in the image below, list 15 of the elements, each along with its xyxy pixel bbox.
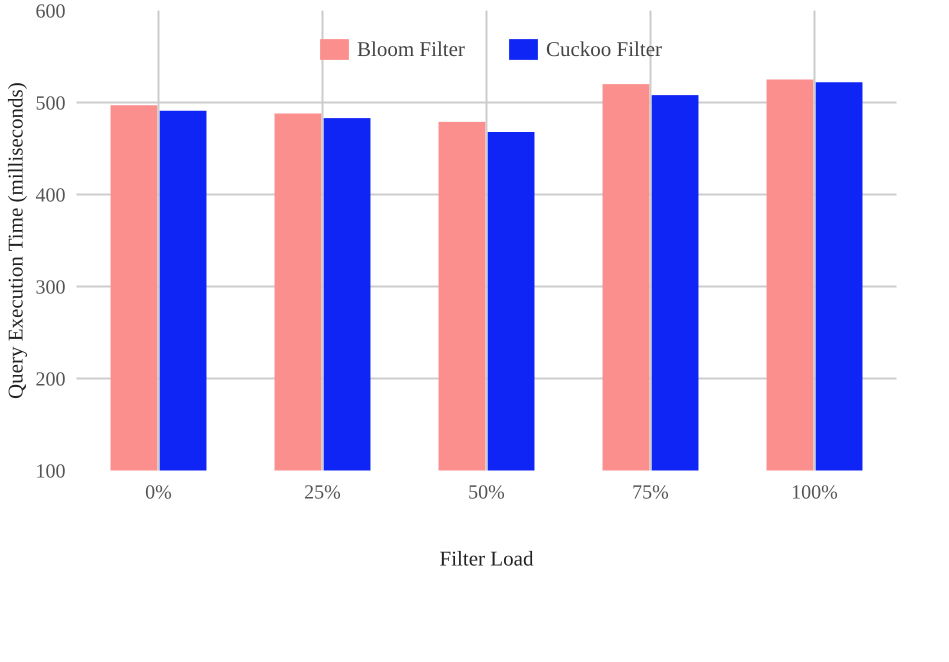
y-tick-label: 400	[36, 184, 66, 206]
x-tick-label: 0%	[145, 482, 172, 504]
x-tick-label: 100%	[791, 482, 838, 504]
legend-label: Cuckoo Filter	[546, 36, 662, 62]
x-tick-label: 50%	[468, 482, 505, 504]
y-tick-label: 300	[36, 276, 66, 298]
y-axis-title: Query Execution Time (milliseconds)	[4, 82, 28, 400]
x-tick-label: 25%	[304, 482, 341, 504]
y-tick-label: 600	[36, 0, 66, 22]
y-tick-label: 500	[36, 92, 66, 114]
x-tick-label: 75%	[632, 482, 669, 504]
y-tick-label: 200	[36, 368, 66, 390]
legend-label: Bloom Filter	[357, 36, 465, 62]
x-axis-title: Filter Load	[440, 546, 534, 570]
y-tick-label: 100	[36, 460, 66, 482]
